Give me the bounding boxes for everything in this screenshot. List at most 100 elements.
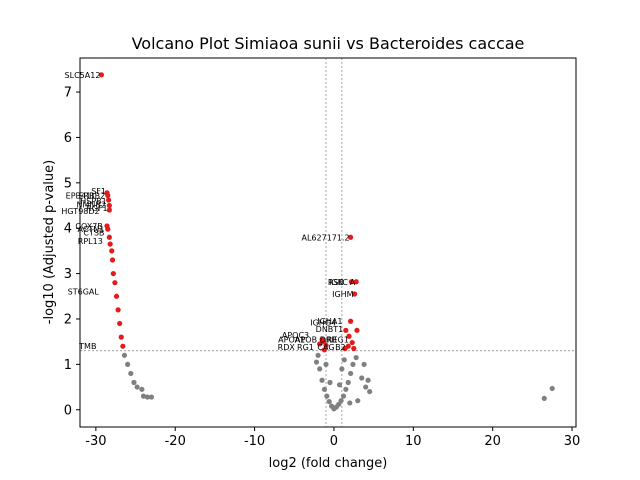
significant-point [106, 202, 112, 209]
not_significant-point [359, 375, 365, 381]
significant-point [109, 248, 115, 254]
significant-point [343, 327, 349, 333]
not_significant-point [321, 386, 328, 392]
plot-frame [79, 57, 577, 428]
significant-point [107, 241, 113, 247]
significant-point [351, 345, 357, 352]
x-axis-title: log2 (fold change) [269, 456, 388, 471]
y-axis-title: -log10 (Adjusted p-value) [42, 160, 57, 324]
not_significant-point [340, 393, 347, 399]
gene-label: ERBB2 [79, 192, 106, 201]
gene-label: A [350, 278, 356, 287]
y-tick-label: 4 [64, 222, 72, 237]
not_significant-point [541, 395, 547, 402]
y-axis: 0 1 2 3 4 5 6 7 [64, 86, 80, 418]
not_significant-point [341, 357, 347, 363]
not_significant-point [367, 388, 373, 395]
significant-point [109, 257, 116, 263]
not_significant-point [348, 370, 354, 377]
significant-point [110, 270, 116, 277]
significant-point [118, 334, 124, 340]
x-tick-label: 20 [484, 434, 501, 449]
significant-point [120, 343, 126, 349]
not_significant-point [317, 366, 323, 372]
not_significant-point [144, 394, 151, 400]
significant-point [98, 72, 105, 78]
x-tick-label: 0 [330, 434, 338, 449]
not_significant-point [125, 361, 131, 367]
not_significant-point [121, 352, 128, 358]
gene-label: NMNB2 [77, 201, 106, 210]
gene-label: B2 [335, 343, 346, 352]
gene-label: RPL13 [78, 237, 103, 246]
gene-label: SLC5A12 [65, 71, 101, 80]
significant-point [342, 345, 348, 352]
gene-labels: SLC5A12 SF1EPB41LERBB2HSPB1NMNB2RGF1HGT98… [61, 71, 355, 352]
not_significant-point [350, 361, 356, 367]
gene-label: IGHM [332, 290, 354, 299]
gene-label: IGHA1 [317, 317, 342, 326]
gene-label: AL627171.2 [302, 233, 350, 242]
x-tick-label: -30 [85, 434, 106, 449]
significant-point [105, 226, 111, 232]
not_significant-point [353, 354, 359, 361]
significant-point [348, 279, 355, 285]
significant-point [106, 234, 112, 240]
not_significant-point [327, 379, 333, 386]
significant-point [115, 307, 121, 313]
significant-point [353, 279, 359, 285]
plot-area [80, 58, 576, 427]
gene-label: EPB41L [66, 192, 97, 201]
significant-point [351, 291, 358, 297]
x-tick-label: 30 [564, 434, 581, 449]
significant-point [113, 293, 120, 299]
significant-point [105, 192, 111, 199]
not_significant-point [365, 377, 371, 383]
gene-label: CTSB [83, 229, 104, 238]
gene-label: REG1 [327, 335, 349, 344]
not_significant-point [319, 377, 325, 383]
not_significant-point [315, 352, 321, 358]
y-tick-label: 0 [64, 403, 72, 418]
gene-label: CAG [317, 343, 334, 352]
chart-title: Volcano Plot Simiaoa sunii vs Bacteroide… [132, 34, 525, 53]
not_significant-point [128, 370, 134, 377]
not_significant-point [345, 379, 351, 386]
significant-point [105, 197, 112, 203]
not_significant-point [131, 379, 137, 386]
gene-label: APOA1 [278, 335, 305, 344]
gene-label: SF1 [91, 187, 106, 196]
gene-label: IGKC [329, 278, 348, 287]
gene-label: TMB [78, 342, 96, 351]
not_significant-point [361, 361, 367, 367]
significant-point [323, 342, 329, 348]
not_significant-point [343, 386, 349, 392]
gene-label: APOB [295, 335, 317, 344]
gene-label: RGF1 [86, 204, 107, 213]
gene-label: APOC3 [282, 331, 309, 340]
significant-point [348, 234, 354, 240]
gene-label: ACTN1 [78, 225, 105, 234]
y-tick-label: 5 [64, 176, 72, 191]
x-tick-label: -20 [165, 434, 186, 449]
gene-label: RSB [328, 278, 344, 287]
x-axis: -30 -20 -10 0 10 20 30 [85, 427, 580, 449]
gene-label: RDX [278, 343, 296, 352]
not_significant-point [323, 361, 329, 367]
not_significant-point [336, 382, 343, 388]
not_significant-point [355, 398, 361, 404]
not_significant-point [326, 398, 332, 405]
y-tick-label: 7 [64, 86, 72, 101]
x-tick-label: -10 [244, 434, 265, 449]
not_significant-point [313, 359, 320, 365]
x-tick-label: 10 [405, 434, 422, 449]
not_significant-point [134, 384, 140, 390]
gene-label: HSPB1 [80, 197, 107, 206]
not_significant-point [347, 400, 353, 406]
significant-point [112, 280, 118, 286]
y-tick-label: 1 [64, 358, 72, 373]
significant-point [349, 339, 355, 346]
not_significant-point [549, 385, 555, 392]
significant-point [321, 347, 328, 353]
